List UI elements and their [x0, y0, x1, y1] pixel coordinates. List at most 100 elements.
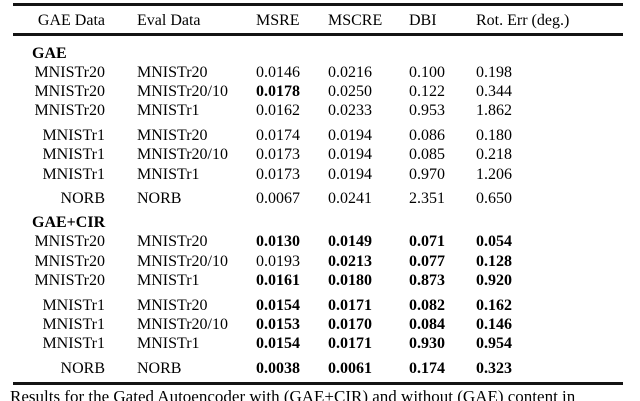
gae-data-cell: MNISTr1	[42, 296, 105, 314]
metric-cell: 0.100	[409, 64, 445, 81]
eval-data-cell: MNISTr1	[137, 271, 200, 289]
metric-cell: 1.206	[476, 165, 512, 183]
table-row: MNISTr1 MNISTr20 0.0174 0.0194 0.086 0.1…	[0, 126, 640, 145]
metric-cell: 0.0061	[328, 359, 372, 377]
metric-cell: 0.0194	[328, 146, 372, 164]
metric-cell: 0.344	[476, 83, 512, 101]
gae-data-cell: MNISTr1	[42, 315, 105, 333]
results-table: GAE Data Eval Data MSRE MSCRE DBI Rot. E…	[0, 0, 640, 378]
metric-cell: 0.0067	[256, 190, 300, 208]
metric-cell: 0.162	[476, 296, 512, 314]
table-row: NORB NORB 0.0067 0.0241 2.351 0.650	[0, 189, 640, 208]
metric-cell: 0.0216	[328, 64, 372, 81]
eval-data-cell: MNISTr20/10	[137, 83, 228, 101]
section-label: GAE	[32, 44, 67, 62]
table-header-rule	[13, 33, 623, 36]
metric-cell: 0.873	[409, 271, 445, 289]
metric-cell: 0.077	[409, 252, 445, 270]
metric-cell: 0.0250	[328, 83, 372, 101]
metric-cell: 0.085	[409, 146, 445, 164]
gae-data-cell: NORB	[60, 359, 105, 377]
gae-data-cell: NORB	[60, 190, 105, 208]
metric-cell: 0.0173	[256, 146, 300, 164]
table-row: MNISTr1 MNISTr1 0.0173 0.0194 0.970 1.20…	[0, 165, 640, 184]
metric-cell: 0.0162	[256, 102, 300, 120]
metric-cell: 0.071	[409, 233, 445, 251]
eval-data-cell: MNISTr20/10	[137, 146, 228, 164]
metric-cell: 0.0153	[256, 315, 300, 333]
eval-data-cell: MNISTr1	[137, 102, 200, 120]
metric-cell: 0.954	[476, 334, 512, 352]
gae-data-cell: MNISTr1	[42, 146, 105, 164]
col-header-dbi: DBI	[409, 11, 437, 29]
eval-data-cell: MNISTr20/10	[137, 315, 228, 333]
table-row: NORB NORB 0.0038 0.0061 0.174 0.323	[0, 359, 640, 378]
gae-data-cell: MNISTr1	[42, 165, 105, 183]
eval-data-cell: MNISTr20/10	[137, 252, 228, 270]
metric-cell: 0.0170	[328, 315, 372, 333]
eval-data-cell: MNISTr20	[137, 127, 208, 145]
metric-cell: 0.0194	[328, 165, 372, 183]
metric-cell: 0.0233	[328, 102, 372, 120]
metric-cell: 0.174	[409, 359, 445, 377]
metric-cell: 0.323	[476, 359, 512, 377]
results-table-body: GAE MNISTr20 MNISTr20 0.0146 0.0216 0.10…	[0, 38, 640, 378]
metric-cell: 0.218	[476, 146, 512, 164]
metric-cell: 0.0154	[256, 334, 300, 352]
gae-data-cell: MNISTr20	[34, 64, 105, 81]
table-row: MNISTr1 MNISTr20/10 0.0153 0.0170 0.084 …	[0, 315, 640, 334]
metric-cell: 0.146	[476, 315, 512, 333]
metric-cell: 0.084	[409, 315, 445, 333]
metric-cell: 0.0173	[256, 165, 300, 183]
metric-cell: 0.0193	[256, 252, 300, 270]
eval-data-cell: MNISTr1	[137, 165, 200, 183]
metric-cell: 0.122	[409, 83, 445, 101]
table-row: MNISTr20 MNISTr20 0.0130 0.0149 0.071 0.…	[0, 232, 640, 251]
metric-cell: 0.650	[476, 190, 512, 208]
metric-cell: 0.198	[476, 64, 512, 81]
metric-cell: 0.0130	[256, 233, 300, 251]
gae-data-cell: MNISTr20	[34, 252, 105, 270]
table-row: MNISTr1 MNISTr20 0.0154 0.0171 0.082 0.1…	[0, 296, 640, 315]
table-top-rule	[13, 3, 623, 6]
section-header-row: GAE+CIR	[0, 210, 640, 232]
metric-cell: 0.054	[476, 233, 512, 251]
gae-data-cell: MNISTr20	[34, 271, 105, 289]
metric-cell: 0.128	[476, 252, 512, 270]
metric-cell: 2.351	[409, 190, 445, 208]
metric-cell: 0.930	[409, 334, 445, 352]
table-row: MNISTr20 MNISTr1 0.0162 0.0233 0.953 1.8…	[0, 101, 640, 120]
table-row: MNISTr1 MNISTr1 0.0154 0.0171 0.930 0.95…	[0, 334, 640, 353]
col-header-eval-data: Eval Data	[137, 11, 201, 29]
col-header-rot-err: Rot. Err (deg.)	[476, 11, 570, 29]
metric-cell: 0.0161	[256, 271, 300, 289]
col-header-mscre: MSCRE	[328, 11, 383, 29]
gae-data-cell: MNISTr20	[34, 102, 105, 120]
eval-data-cell: MNISTr20	[137, 233, 208, 251]
metric-cell: 0.0180	[328, 271, 372, 289]
metric-cell: 0.0149	[328, 233, 372, 251]
metric-cell: 0.0194	[328, 127, 372, 145]
table-row: MNISTr1 MNISTr20/10 0.0173 0.0194 0.085 …	[0, 145, 640, 164]
metric-cell: 0.180	[476, 127, 512, 145]
table-row: MNISTr20 MNISTr1 0.0161 0.0180 0.873 0.9…	[0, 271, 640, 290]
table-row: MNISTr20 MNISTr20/10 0.0193 0.0213 0.077…	[0, 252, 640, 271]
table-header: GAE Data Eval Data MSRE MSCRE DBI Rot. E…	[0, 0, 640, 38]
col-header-gae-data: GAE Data	[37, 11, 105, 29]
eval-data-cell: NORB	[137, 190, 182, 208]
header-row: GAE Data Eval Data MSRE MSCRE DBI Rot. E…	[0, 0, 640, 38]
metric-cell: 0.953	[409, 102, 445, 120]
section-header-row: GAE	[0, 38, 640, 63]
metric-cell: 0.0154	[256, 296, 300, 314]
metric-cell: 0.0038	[256, 359, 300, 377]
eval-data-cell: MNISTr1	[137, 334, 200, 352]
metric-cell: 0.086	[409, 127, 445, 145]
metric-cell: 0.0171	[328, 334, 372, 352]
metric-cell: 1.862	[476, 102, 512, 120]
metric-cell: 0.920	[476, 271, 512, 289]
metric-cell: 0.0178	[256, 83, 300, 101]
section-label: GAE+CIR	[32, 214, 106, 232]
gae-data-cell: MNISTr20	[34, 83, 105, 101]
eval-data-cell: MNISTr20	[137, 296, 208, 314]
